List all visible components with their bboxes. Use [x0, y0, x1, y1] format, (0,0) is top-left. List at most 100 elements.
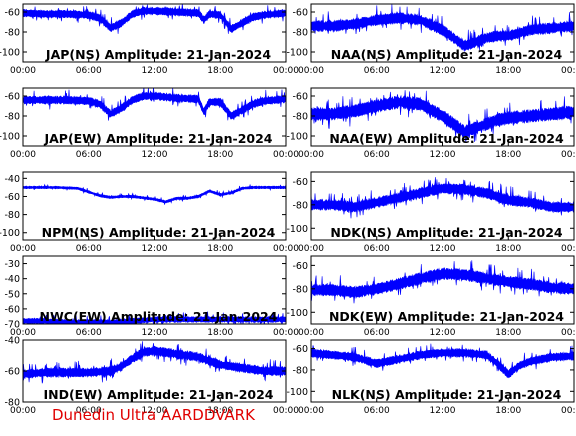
y-tick-label: -80 — [4, 210, 20, 221]
y-tick-label: -40 — [4, 274, 20, 285]
y-tick-label: -100 — [0, 228, 20, 239]
series-trace — [311, 4, 574, 53]
x-tick-label: 18:00 — [495, 66, 521, 76]
x-tick-label: 00:00 — [561, 66, 576, 76]
x-tick-label: 18:00 — [207, 244, 233, 254]
y-tick-label: -50 — [4, 289, 20, 300]
x-tick-label: 06:00 — [76, 244, 102, 254]
y-tick-label: -60 — [4, 8, 20, 19]
y-tick-label: -100 — [0, 132, 20, 143]
x-tick-label: 12:00 — [430, 328, 456, 338]
y-tick-label: -100 — [286, 48, 308, 59]
series-trace — [23, 88, 286, 121]
y-tick-label: -80 — [292, 365, 308, 376]
chart-panel-1: -60 -80 -100 00:00 06:00 12:00 18:00 00:00 NAA(N… — [286, 3, 576, 76]
x-tick-label: 12:00 — [142, 406, 168, 416]
x-tick-label: 00:00 — [273, 406, 299, 416]
x-tick-label: 00:00 — [298, 328, 324, 338]
x-tick-label: 12:00 — [430, 150, 456, 160]
x-tick-label: 18:00 — [495, 406, 521, 416]
x-tick-label: 00:00 — [10, 150, 36, 160]
x-tick-label: 18:00 — [495, 328, 521, 338]
x-tick-label: 06:00 — [364, 150, 390, 160]
chart-title: NAA(EW) Amplitude: 21-Jan-2024 — [329, 131, 564, 146]
x-tick-label: 00:00 — [298, 406, 324, 416]
x-tick-label: 06:00 — [76, 406, 102, 416]
x-tick-label: 00:00 — [273, 150, 299, 160]
y-tick-label: -100 — [286, 132, 308, 143]
y-tick-label: -80 — [4, 112, 20, 123]
x-tick-label: 18:00 — [207, 150, 233, 160]
x-tick-label: 06:00 — [364, 328, 390, 338]
series-trace — [311, 260, 574, 304]
chart-title: NPM(NS) Amplitude: 21-Jan-2024 — [42, 225, 276, 240]
y-tick-label: -60 — [292, 92, 308, 103]
y-tick-label: -100 — [286, 308, 308, 319]
x-tick-label: 00:00 — [273, 244, 299, 254]
y-tick-label: -60 — [4, 92, 20, 103]
chart-title: JAP(NS) Amplitude: 21-Jan-2024 — [45, 47, 271, 62]
x-tick-label: 06:00 — [364, 244, 390, 254]
y-tick-label: -100 — [286, 387, 308, 398]
x-tick-label: 12:00 — [430, 406, 456, 416]
y-tick-label: -80 — [4, 398, 20, 409]
chart-title: NDK(EW) Amplitude: 21-Jan-2024 — [329, 309, 564, 324]
series-trace — [23, 341, 286, 384]
series-trace — [23, 183, 286, 205]
x-tick-label: 00:00 — [273, 328, 299, 338]
y-tick-label: -60 — [292, 177, 308, 188]
x-tick-label: 18:00 — [207, 328, 233, 338]
x-tick-label: 06:00 — [76, 328, 102, 338]
x-tick-label: 12:00 — [142, 150, 168, 160]
chart-title: NAA(NS) Amplitude: 21-Jan-2024 — [331, 47, 563, 62]
x-tick-label: 00:00 — [273, 66, 299, 76]
x-tick-label: 00:00 — [10, 244, 36, 254]
y-tick-label: -40 — [4, 336, 20, 347]
y-tick-label: -60 — [4, 367, 20, 378]
x-tick-label: 06:00 — [364, 406, 390, 416]
y-tick-label: -80 — [292, 284, 308, 295]
x-tick-label: 18:00 — [495, 150, 521, 160]
chart-title: NLK(NS) Amplitude: 21-Jan-2024 — [332, 387, 562, 402]
x-tick-label: 00:00 — [10, 66, 36, 76]
x-tick-label: 12:00 — [142, 328, 168, 338]
chart-panel-9: -60 -80 -100 00:00 06:00 12:00 18:00 00:00 NLK(N… — [286, 339, 576, 416]
chart-title: JAP(EW) Amplitude: 21-Jan-2024 — [43, 131, 272, 146]
series-trace — [23, 4, 286, 34]
y-tick-label: -100 — [286, 224, 308, 235]
y-tick-label: -80 — [4, 28, 20, 39]
footer-label: Dunedin Ultra AARDDVARK — [52, 406, 255, 424]
y-tick-label: -70 — [4, 320, 20, 331]
x-tick-label: 12:00 — [430, 244, 456, 254]
x-tick-label: 00:00 — [298, 66, 324, 76]
x-tick-label: 00:00 — [561, 244, 576, 254]
x-tick-label: 18:00 — [495, 244, 521, 254]
x-tick-label: 00:00 — [298, 244, 324, 254]
chart-title: NDK(NS) Amplitude: 21-Jan-2024 — [330, 225, 562, 240]
x-tick-label: 00:00 — [561, 328, 576, 338]
y-tick-label: -80 — [292, 112, 308, 123]
x-tick-label: 18:00 — [207, 406, 233, 416]
series-trace — [311, 343, 574, 379]
y-tick-label: -60 — [4, 192, 20, 203]
y-tick-label: -30 — [4, 259, 20, 270]
x-tick-label: 00:00 — [298, 150, 324, 160]
x-tick-label: 00:00 — [561, 150, 576, 160]
x-tick-label: 06:00 — [76, 66, 102, 76]
x-tick-label: 00:00 — [561, 406, 576, 416]
x-tick-label: 00:00 — [10, 406, 36, 416]
x-tick-label: 12:00 — [142, 244, 168, 254]
x-tick-label: 00:00 — [10, 328, 36, 338]
chart-title: NWC(EW) Amplitude: 21-Jan-2024 — [40, 309, 278, 324]
y-tick-label: -60 — [292, 344, 308, 355]
chart-panel-3: -60 -80 -100 00:00 06:00 12:00 18:00 00:00 NAA(E… — [286, 87, 576, 160]
y-tick-label: -60 — [4, 304, 20, 315]
chart-title: IND(EW) Amplitude: 21-Jan-2024 — [43, 387, 273, 402]
chart-panel-5: -60 -80 -100 00:00 06:00 12:00 18:00 00:00 NDK(N… — [286, 171, 576, 254]
x-tick-label: 06:00 — [76, 150, 102, 160]
chart-panel-4: -40 -60 -80 -100 00:00 06:00 12:00 18:00 00:00 NP… — [0, 171, 299, 254]
y-tick-label: -60 — [292, 8, 308, 19]
